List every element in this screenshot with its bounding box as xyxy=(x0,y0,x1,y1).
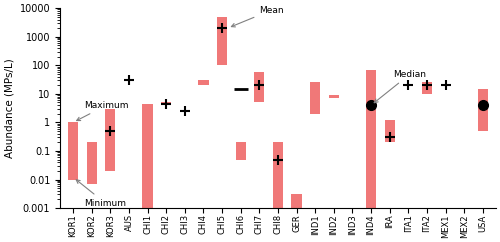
Y-axis label: Abundance (MPs/L): Abundance (MPs/L) xyxy=(4,58,14,158)
Text: Mean: Mean xyxy=(232,6,284,27)
Text: Maximum: Maximum xyxy=(76,101,129,121)
Text: Minimum: Minimum xyxy=(76,180,126,208)
Text: Median: Median xyxy=(374,70,426,103)
